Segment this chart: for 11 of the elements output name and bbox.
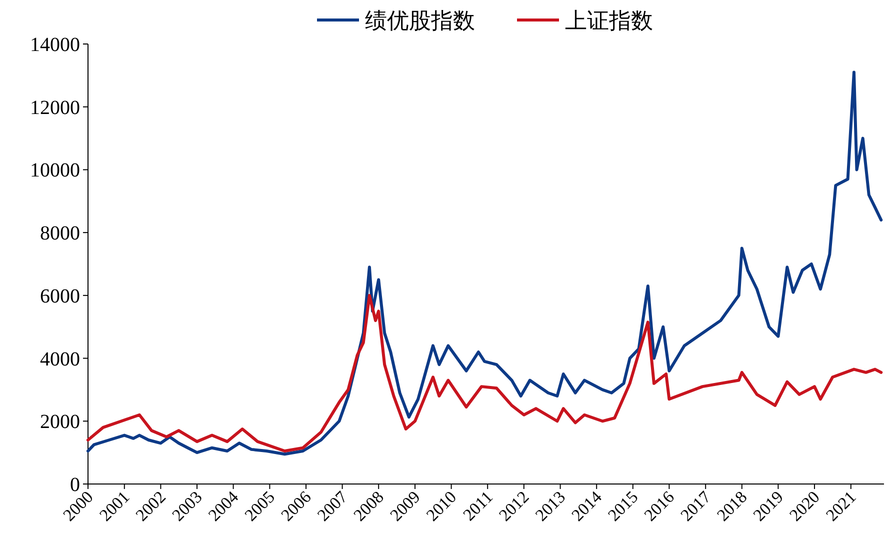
y-tick-label: 4000 [40, 348, 80, 370]
y-tick-label: 8000 [40, 222, 80, 245]
y-tick-label: 14000 [30, 34, 80, 56]
y-tick-label: 2000 [40, 411, 80, 434]
x-tick-label: 2011 [459, 487, 496, 524]
y-tick-label: 10000 [30, 160, 80, 182]
y-tick-label: 6000 [40, 285, 80, 308]
y-tick-label: 12000 [30, 96, 80, 119]
legend-label: 上证指数 [565, 9, 653, 34]
legend-label: 绩优股指数 [365, 9, 475, 34]
y-tick-label: 0 [70, 474, 80, 496]
